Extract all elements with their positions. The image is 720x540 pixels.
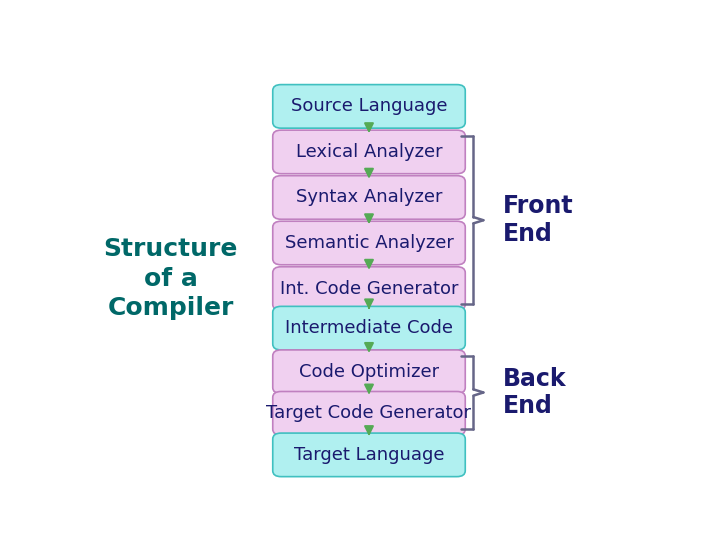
Text: Target Language: Target Language [294,446,444,464]
Text: Code Optimizer: Code Optimizer [299,363,439,381]
FancyBboxPatch shape [273,433,465,477]
FancyBboxPatch shape [273,350,465,394]
FancyBboxPatch shape [273,130,465,174]
FancyBboxPatch shape [273,85,465,128]
Text: Source Language: Source Language [291,97,447,116]
Text: Structure
of a
Compiler: Structure of a Compiler [104,237,238,320]
FancyBboxPatch shape [273,392,465,435]
Text: Target Code Generator: Target Code Generator [266,404,472,422]
FancyBboxPatch shape [273,306,465,350]
FancyBboxPatch shape [273,221,465,265]
FancyBboxPatch shape [273,267,465,310]
Text: Semantic Analyzer: Semantic Analyzer [284,234,454,252]
Text: Lexical Analyzer: Lexical Analyzer [296,143,442,161]
Text: Int. Code Generator: Int. Code Generator [280,280,458,298]
Text: Front
End: Front End [503,194,574,246]
Text: Syntax Analyzer: Syntax Analyzer [296,188,442,206]
Text: Back
End: Back End [503,367,567,418]
FancyBboxPatch shape [273,176,465,219]
Text: Intermediate Code: Intermediate Code [285,319,453,337]
